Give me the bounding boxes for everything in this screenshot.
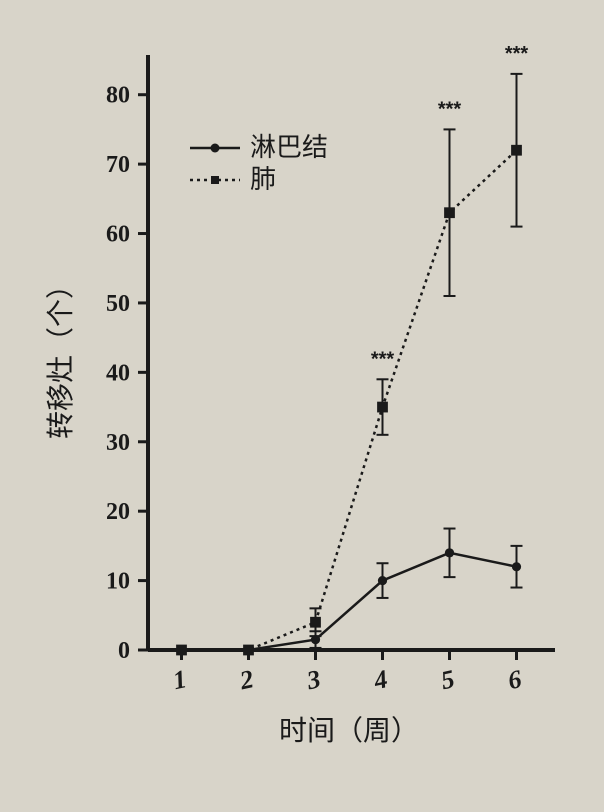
svg-text:4: 4	[370, 664, 390, 695]
significance-marker: ***	[438, 99, 462, 121]
y-axis-label: 转移灶（个）	[45, 271, 77, 439]
marker-lymph	[378, 576, 387, 585]
x-axis-label: 时间（周）	[279, 715, 419, 747]
svg-text:0: 0	[118, 638, 130, 664]
chart-container: 0 10 20 30 40 50 60 70 80 1 2 3 4 5 6 转移灶（个） 时间（周） *** ***…	[30, 40, 574, 772]
svg-text:10: 10	[106, 569, 130, 595]
marker-lung	[310, 617, 321, 628]
svg-text:50: 50	[106, 291, 130, 317]
svg-text:80: 80	[106, 83, 130, 109]
series-line-lung	[182, 150, 517, 650]
svg-text:5: 5	[438, 664, 457, 695]
marker-lung	[444, 207, 455, 218]
significance-marker: ***	[371, 348, 395, 370]
marker-lung	[176, 645, 187, 656]
marker-lung	[511, 145, 522, 156]
svg-text:40: 40	[106, 360, 130, 386]
chart-svg: 0 10 20 30 40 50 60 70 80 1 2 3 4 5 6 转移灶（个） 时间（周） *** ***…	[30, 40, 574, 772]
significance-marker: ***	[505, 43, 529, 65]
svg-text:2: 2	[236, 664, 256, 695]
series-line-lymph	[182, 553, 517, 650]
marker-lymph	[445, 548, 454, 557]
svg-text:6: 6	[505, 664, 524, 695]
svg-text:60: 60	[106, 222, 130, 248]
page: 0 10 20 30 40 50 60 70 80 1 2 3 4 5 6 转移灶（个） 时间（周） *** ***…	[0, 0, 604, 812]
marker-lung	[377, 402, 388, 413]
svg-text:1: 1	[170, 664, 189, 695]
svg-text:70: 70	[106, 152, 130, 178]
marker-lymph	[512, 562, 521, 571]
svg-text:30: 30	[106, 430, 130, 456]
legend-label-lung: 肺	[250, 165, 276, 194]
svg-text:3: 3	[303, 664, 323, 695]
svg-text:20: 20	[106, 499, 130, 525]
marker-lung	[243, 645, 254, 656]
legend-label-lymph: 淋巴结	[250, 133, 328, 162]
